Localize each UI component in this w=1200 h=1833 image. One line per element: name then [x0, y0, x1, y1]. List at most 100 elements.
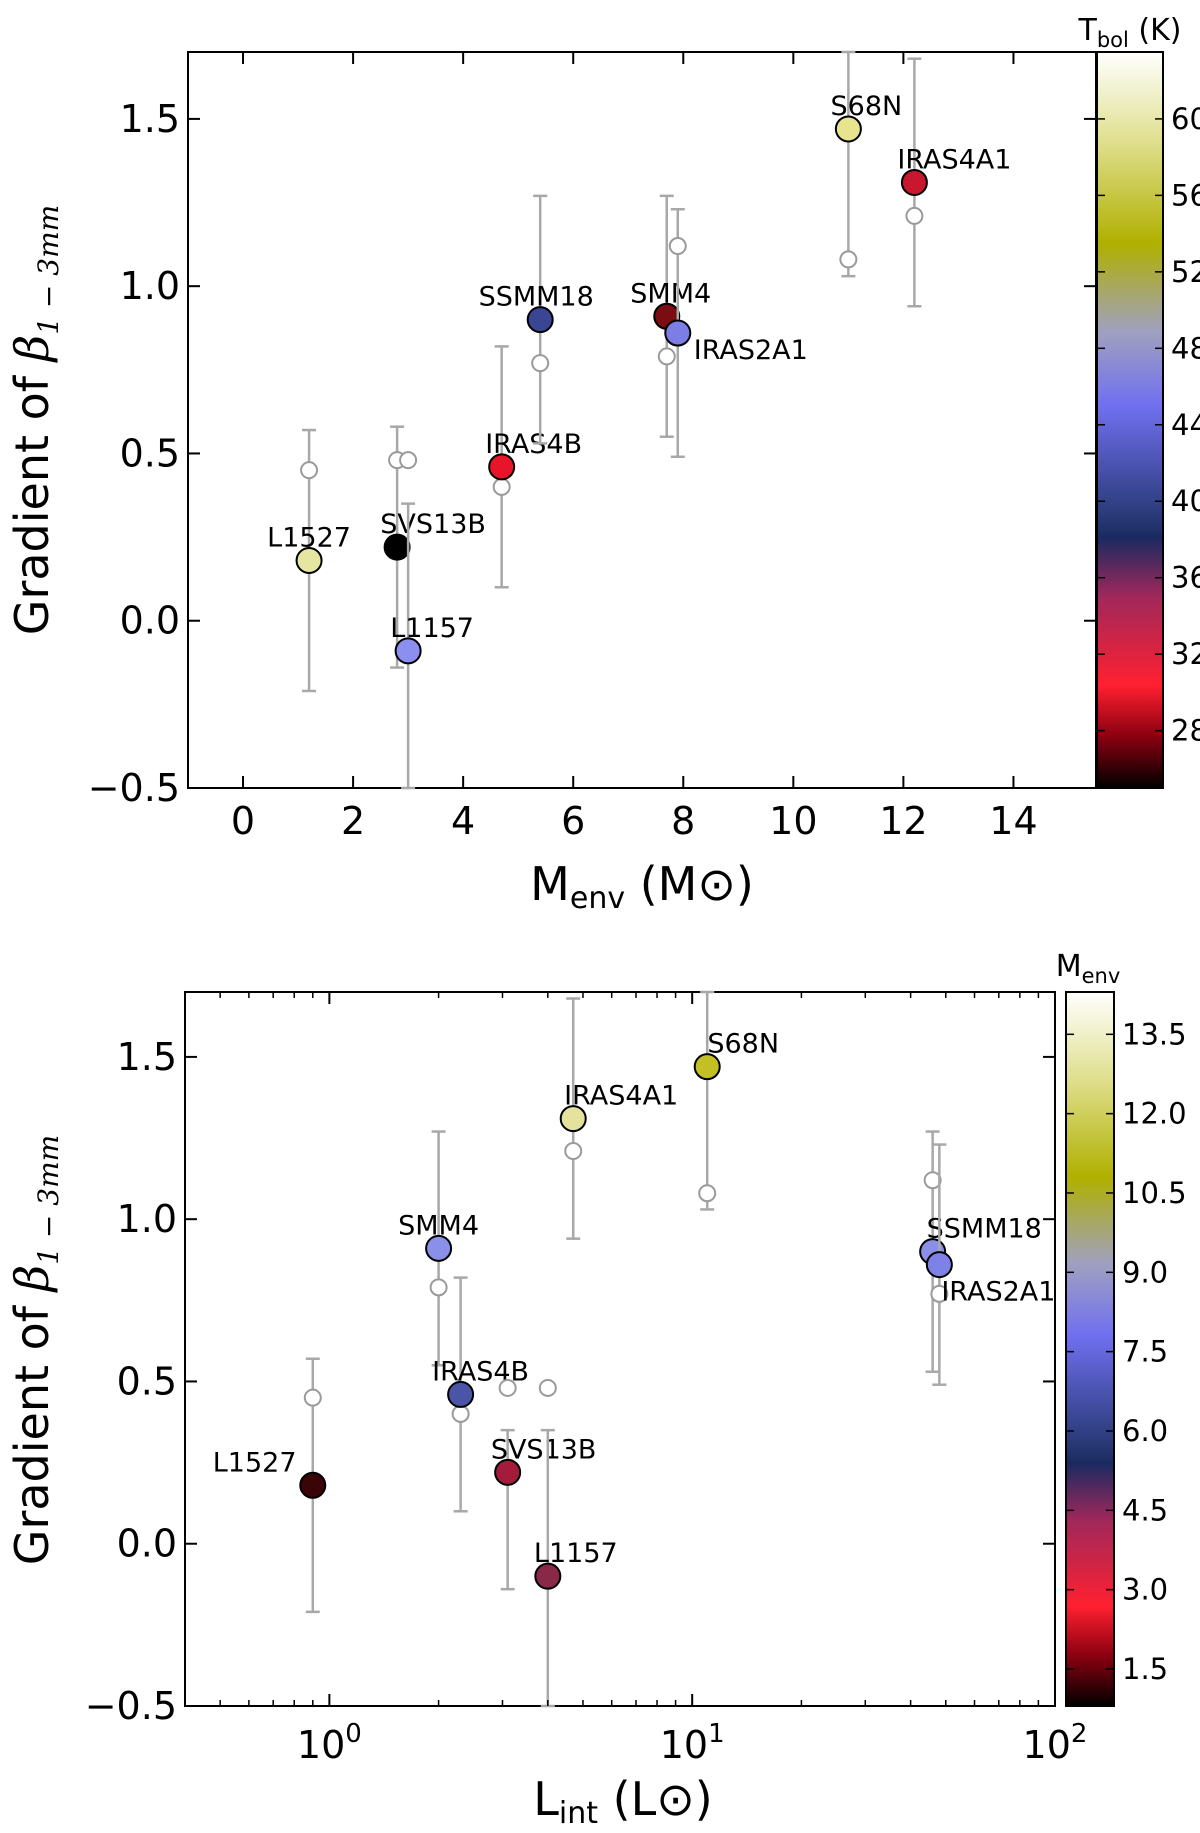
- x-tick-label: 12: [879, 799, 927, 843]
- bottom-colorbar-ticks: 1.5 3.0 4.5 6.0 7.5 9.0 10.5 12.0 13.5: [1066, 1017, 1187, 1686]
- top-x-ticks: 0 2 4 6 8 10 12 14: [231, 52, 1038, 843]
- colorbar-tick-label: 36: [1171, 561, 1200, 595]
- x-tick-label: 101: [660, 1719, 725, 1767]
- y-tick-label: 1.0: [117, 1197, 177, 1241]
- colorbar-tick-label: 6.0: [1122, 1414, 1168, 1448]
- bottom-y-ticks: −0.5 0.0 0.5 1.0 1.5: [85, 1035, 1055, 1728]
- colorbar-tick-label: 40: [1171, 484, 1200, 518]
- data-label: SVS13B: [491, 1434, 597, 1465]
- data-label: IRAS4A1: [564, 1081, 678, 1112]
- plot-area-bottom: [184, 991, 1056, 1707]
- data-point: [925, 1251, 953, 1279]
- x-tick-label: 0: [231, 799, 255, 843]
- panel-bottom: L1527SMM4IRAS4BSVS13BL1157IRAS4A1S68NSSM…: [5, 949, 1187, 1831]
- data-label: IRAS2A1: [941, 1277, 1055, 1308]
- colorbar-tick-label: 32: [1171, 637, 1200, 671]
- reference-point: [429, 1278, 448, 1297]
- data-label: L1527: [213, 1447, 297, 1478]
- y-tick-label: 0.0: [117, 1522, 177, 1566]
- top-y-ticks: −0.5 0.0 0.5 1.0 1.5: [88, 97, 1096, 810]
- y-tick-label: 0.0: [120, 599, 180, 643]
- bottom-colorbar-title: Menv: [1056, 949, 1121, 988]
- data-label: L1527: [267, 523, 351, 554]
- top-colorbar-title: Tbol (K): [1078, 13, 1182, 52]
- y-tick-label: 0.5: [117, 1359, 177, 1403]
- reference-point: [930, 1284, 949, 1303]
- x-tick-label: 100: [297, 1719, 362, 1767]
- bottom-y-axis-label: Gradient of β1 − 3mm: [5, 1135, 65, 1565]
- x-tick-label: 102: [1023, 1719, 1088, 1767]
- data-point: [394, 637, 422, 665]
- data-point: [447, 1380, 475, 1408]
- reference-point: [657, 347, 676, 366]
- reference-point: [451, 1404, 470, 1423]
- colorbar-tick-label: 60: [1171, 102, 1200, 136]
- data-point: [494, 1458, 522, 1486]
- reference-point: [668, 237, 687, 256]
- data-label: S68N: [831, 91, 903, 122]
- bottom-colorbar: [1065, 991, 1115, 1707]
- data-point: [383, 533, 411, 561]
- top-colorbar: [1096, 51, 1164, 789]
- colorbar-tick-label: 3.0: [1122, 1573, 1168, 1607]
- colorbar-tick-label: 12.0: [1122, 1097, 1187, 1131]
- y-tick-label: 1.5: [117, 1035, 177, 1079]
- bottom-x-axis-label: Lint (L⊙): [533, 1772, 712, 1831]
- reference-point: [300, 461, 319, 480]
- reference-point: [492, 477, 511, 496]
- y-tick-label: 1.0: [120, 264, 180, 308]
- reference-point: [839, 250, 858, 269]
- colorbar-tick-label: 1.5: [1122, 1652, 1168, 1686]
- colorbar-tick-label: 10.5: [1122, 1176, 1187, 1210]
- data-label: IRAS2A1: [694, 335, 808, 366]
- y-tick-label: 0.5: [120, 431, 180, 475]
- reference-point: [498, 1378, 517, 1397]
- top-colorbar-ticks: 28 32 36 40 44 48 52 56 60: [1097, 102, 1200, 748]
- bottom-marks: L1527SMM4IRAS4BSVS13BL1157IRAS4A1S68NSSM…: [213, 990, 1055, 1708]
- y-tick-label: −0.5: [85, 1684, 177, 1728]
- top-y-axis-label: Gradient of β1 − 3mm: [5, 205, 65, 635]
- x-tick-label: 6: [561, 799, 585, 843]
- data-point: [664, 319, 692, 347]
- colorbar-tick-label: 9.0: [1122, 1255, 1168, 1289]
- colorbar-tick-label: 7.5: [1122, 1335, 1168, 1369]
- reference-point: [303, 1388, 322, 1407]
- x-tick-label: 2: [341, 799, 365, 843]
- data-point: [488, 453, 516, 481]
- x-tick-label: 10: [769, 799, 817, 843]
- colorbar-tick-label: 56: [1171, 178, 1200, 212]
- colorbar-tick-label: 48: [1171, 331, 1200, 365]
- reference-point: [923, 1171, 942, 1190]
- data-point: [425, 1234, 453, 1262]
- data-point: [534, 1562, 562, 1590]
- data-label: SSMM18: [479, 282, 594, 313]
- x-tick-label: 14: [989, 799, 1037, 843]
- y-tick-label: 1.5: [120, 97, 180, 141]
- data-label: S68N: [707, 1029, 779, 1060]
- bottom-x-ticks: 100 101 102: [219, 992, 1088, 1767]
- top-x-axis-label: Menv (M⊙): [530, 857, 754, 916]
- colorbar-tick-label: 44: [1171, 408, 1200, 442]
- data-label: SMM4: [398, 1210, 479, 1241]
- x-tick-label: 8: [671, 799, 695, 843]
- data-point: [559, 1105, 587, 1133]
- reference-point: [564, 1142, 583, 1161]
- colorbar-tick-label: 13.5: [1122, 1017, 1187, 1051]
- data-point: [526, 306, 554, 334]
- reference-point: [531, 354, 550, 373]
- data-point: [299, 1471, 327, 1499]
- data-label: SSMM18: [927, 1214, 1042, 1245]
- colorbar-tick-label: 52: [1171, 255, 1200, 289]
- data-point: [834, 115, 862, 143]
- x-tick-label: 4: [451, 799, 475, 843]
- data-label: SMM4: [630, 278, 711, 309]
- data-point: [693, 1053, 721, 1081]
- reference-point: [538, 1378, 557, 1397]
- data-label: L1157: [390, 613, 474, 644]
- data-label: IRAS4A1: [897, 144, 1011, 175]
- reference-point: [698, 1184, 717, 1203]
- data-label: L1157: [534, 1538, 618, 1569]
